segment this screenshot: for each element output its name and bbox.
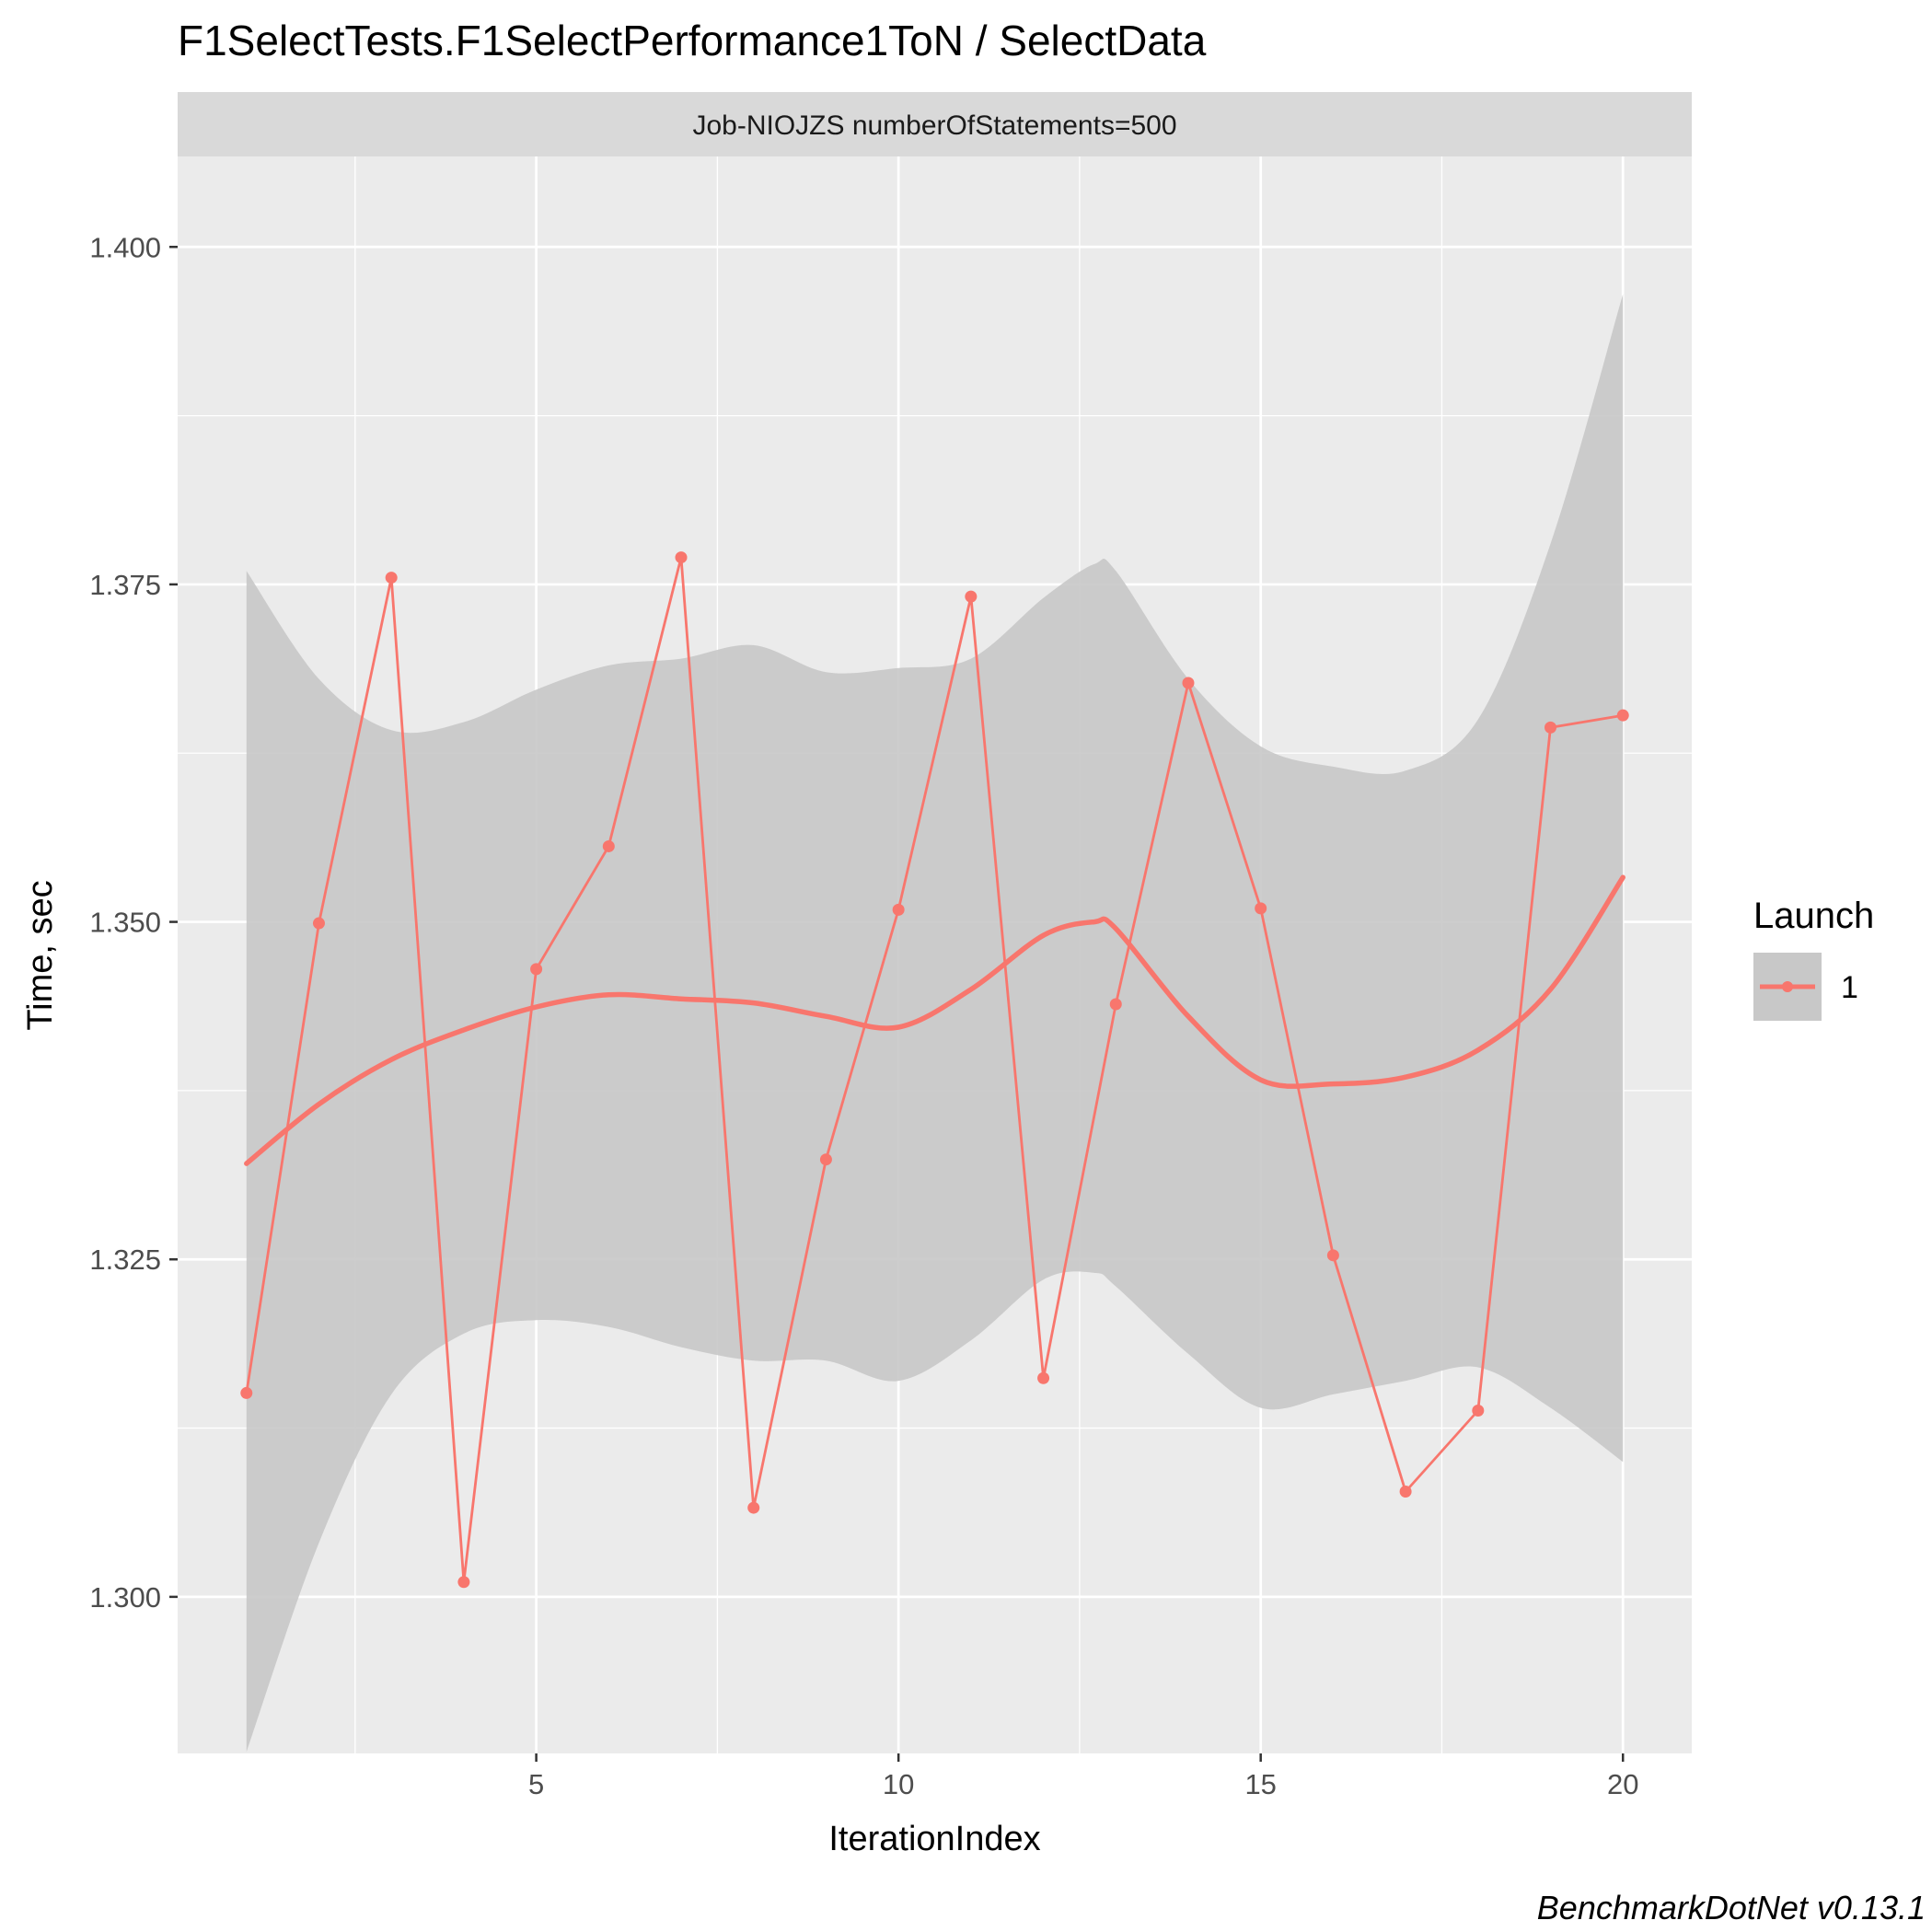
- data-point: [457, 1576, 470, 1589]
- data-point: [312, 917, 325, 930]
- x-tick-label: 10: [883, 1768, 914, 1800]
- y-tick-label: 1.300: [89, 1581, 161, 1614]
- confidence-band: [246, 294, 1624, 1753]
- data-point: [1399, 1485, 1412, 1498]
- data-point: [240, 1386, 253, 1399]
- series-layer: [240, 551, 1629, 1589]
- smooth-layer: [244, 874, 1625, 1166]
- data-point: [385, 572, 398, 584]
- y-tick-label: 1.400: [89, 231, 161, 263]
- smooth-line: [244, 874, 1625, 1166]
- data-point: [530, 963, 543, 976]
- data-point: [1182, 677, 1195, 689]
- data-point: [819, 1153, 832, 1166]
- data-point: [1616, 709, 1629, 722]
- data-point: [1326, 1249, 1339, 1262]
- data-point: [892, 903, 905, 916]
- caption: BenchmarkDotNet v0.13.1: [1537, 1889, 1926, 1926]
- x-axis: 5 10 15 20: [528, 1753, 1638, 1800]
- x-tick-label: 5: [528, 1768, 544, 1800]
- y-tick-label: 1.375: [89, 569, 161, 601]
- data-point: [1255, 902, 1267, 915]
- data-point: [602, 839, 615, 852]
- data-point: [965, 590, 978, 603]
- legend-entry-label: 1: [1841, 970, 1858, 1005]
- data-point: [675, 551, 688, 564]
- legend: Launch 1: [1753, 896, 1874, 1021]
- series-line: [245, 556, 1624, 1584]
- facet-strip: [178, 92, 1692, 156]
- facet-strip-label: Job-NIOJZS numberOfStatements=500: [692, 110, 1176, 141]
- y-tick-label: 1.350: [89, 907, 161, 939]
- y-tick-label: 1.325: [89, 1244, 161, 1276]
- chart-title: F1SelectTests.F1SelectPerformance1ToN / …: [178, 17, 1207, 64]
- data-point: [1544, 721, 1557, 734]
- data-point: [1109, 998, 1122, 1011]
- data-point: [747, 1501, 760, 1514]
- data-point: [1472, 1404, 1485, 1417]
- legend-key-point: [1782, 981, 1793, 992]
- x-tick-label: 15: [1244, 1768, 1276, 1800]
- confidence-band-layer: [246, 294, 1624, 1753]
- y-axis-title: Time, sec: [21, 880, 60, 1030]
- data-point: [1037, 1371, 1050, 1384]
- y-axis: 1.300 1.325 1.350 1.375 1.400: [89, 231, 178, 1614]
- legend-title: Launch: [1753, 896, 1874, 936]
- x-axis-title: IterationIndex: [828, 1820, 1040, 1858]
- x-tick-label: 20: [1607, 1768, 1638, 1800]
